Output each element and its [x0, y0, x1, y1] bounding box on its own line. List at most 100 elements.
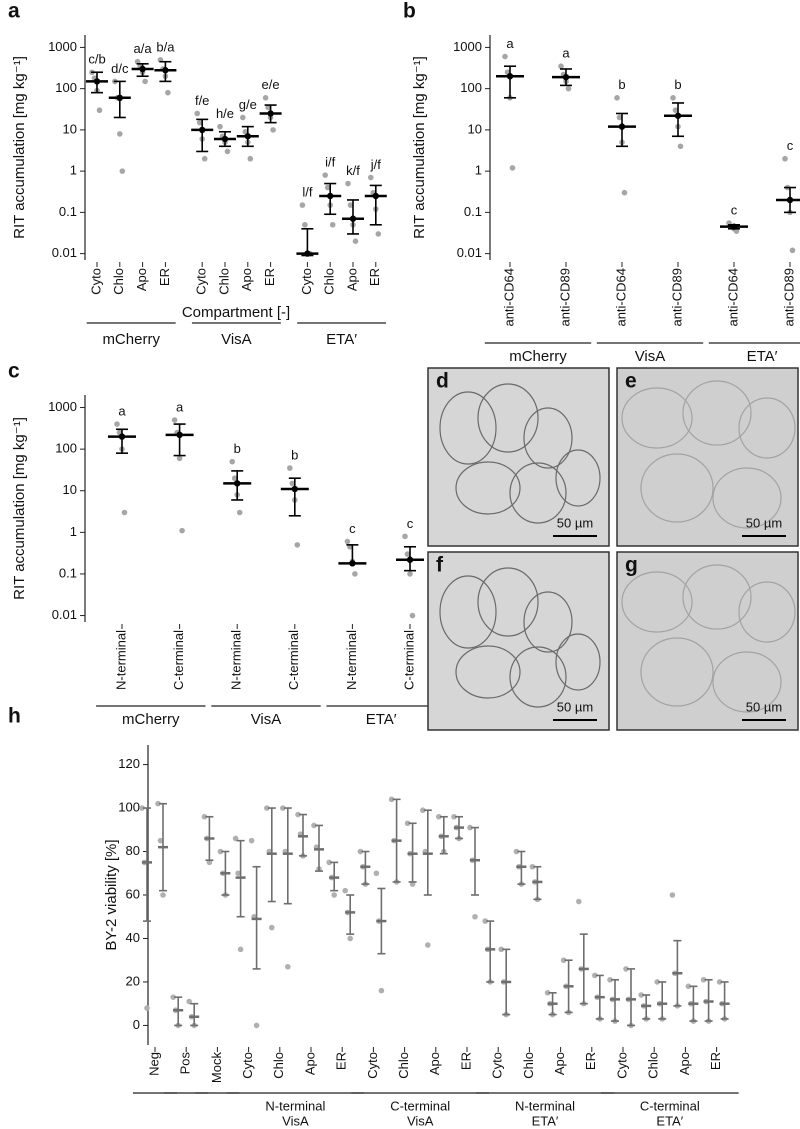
data-point [280, 805, 286, 811]
x-tick-label: anti-CD64 [725, 268, 740, 327]
cell [509, 646, 567, 708]
letter-annotation: l/f [302, 185, 313, 200]
y-tick-label: 1 [70, 163, 77, 178]
x-tick-label: Cyto [299, 268, 314, 295]
y-tick-label: 80 [126, 843, 140, 858]
y-tick-label: 100 [118, 799, 140, 814]
x-tick-label: Neg [146, 1052, 161, 1076]
mean-dot [199, 126, 206, 134]
data-point [368, 174, 374, 181]
data-point [509, 165, 516, 171]
mean-dot [176, 431, 183, 439]
letter-annotation: a [176, 399, 184, 414]
data-point [544, 990, 551, 996]
letter-annotation: c [407, 516, 414, 531]
data-point [217, 123, 223, 130]
data-point [265, 104, 271, 111]
data-point [242, 128, 249, 135]
mean-dot [786, 196, 794, 204]
x-tick-label: Cyto [365, 1052, 380, 1079]
data-point [142, 78, 148, 85]
x-tick-label: ER [367, 268, 382, 286]
data-point [498, 946, 505, 953]
data-point [196, 119, 203, 126]
cell [509, 462, 567, 524]
scale-label: 50 µm [746, 515, 782, 530]
data-point [114, 421, 120, 427]
data-point [402, 533, 408, 540]
y-tick-label: 100 [55, 80, 77, 95]
panel-label: a [8, 0, 20, 23]
data-point [388, 796, 395, 803]
data-point [295, 811, 301, 818]
cell [477, 383, 539, 453]
data-point [352, 571, 358, 577]
x-tick-label: Chlo [396, 1052, 411, 1079]
mean-dot [118, 433, 126, 440]
cell [712, 651, 782, 713]
letter-annotation: b [674, 77, 681, 92]
x-tick-label: Apo [427, 1052, 442, 1075]
data-point [240, 114, 246, 121]
letter-annotation: c [731, 203, 738, 218]
scale-label: 50 µm [557, 515, 593, 530]
letter-annotation: c/b [88, 52, 105, 67]
x-tick-label: Cyto [240, 1052, 255, 1079]
data-point [194, 110, 200, 117]
cell [555, 633, 601, 691]
x-tick-label: Chlo [646, 1052, 661, 1079]
group-label: C-terminal [390, 1098, 450, 1113]
cell [682, 564, 752, 630]
letter-annotation: b [234, 441, 241, 456]
y-tick-label: 0.1 [59, 204, 77, 219]
panel-label: g [625, 554, 638, 577]
y-tick-label: 0.1 [59, 565, 77, 580]
data-point [229, 458, 235, 465]
data-point [96, 107, 103, 114]
data-point [345, 180, 351, 187]
data-point [347, 202, 354, 208]
x-tick-label: Cyto [490, 1052, 505, 1079]
letter-annotation: h/e [216, 106, 234, 121]
letter-annotation: j/f [370, 157, 382, 172]
y-tick-label: 0.01 [52, 607, 77, 622]
mean-dot [562, 73, 570, 81]
y-tick-label: 100 [55, 441, 77, 456]
data-point [529, 863, 536, 870]
letter-annotation: f/e [195, 93, 209, 108]
y-tick-label: 1000 [453, 39, 482, 54]
x-tick-label: Apo [677, 1052, 692, 1075]
y-tick-label: 0.1 [464, 204, 482, 219]
data-point [253, 1022, 260, 1029]
data-point [404, 820, 411, 827]
x-tick-label: N-terminal [113, 630, 128, 690]
data-point [352, 238, 359, 244]
x-tick-label: Apo [302, 1052, 317, 1075]
x-tick-label: Cyto [194, 268, 209, 295]
data-point [560, 957, 567, 964]
data-point [329, 221, 336, 228]
group-label: VisA [282, 1113, 309, 1128]
data-point [294, 542, 301, 548]
data-point [269, 924, 275, 931]
data-point [782, 155, 788, 162]
y-axis-label: RIT accumulation [mg kg⁻¹] [11, 417, 28, 600]
group-label: VisA [407, 1113, 434, 1128]
mean-dot [234, 480, 241, 487]
mean-dot [139, 65, 146, 73]
mean-dot [244, 133, 251, 140]
data-point [235, 870, 241, 877]
group-label: mCherry [509, 348, 567, 365]
data-point [420, 807, 426, 814]
data-point [119, 168, 126, 174]
data-point [685, 983, 692, 990]
panel-label: f [436, 554, 444, 577]
group-label: mCherry [122, 711, 180, 728]
cell [621, 571, 693, 633]
data-point [513, 848, 520, 855]
data-point [357, 848, 364, 855]
y-tick-label: 10 [468, 121, 482, 136]
x-tick-label: Chlo [322, 268, 337, 295]
x-tick-label: ER [157, 268, 172, 286]
data-point [436, 813, 442, 820]
